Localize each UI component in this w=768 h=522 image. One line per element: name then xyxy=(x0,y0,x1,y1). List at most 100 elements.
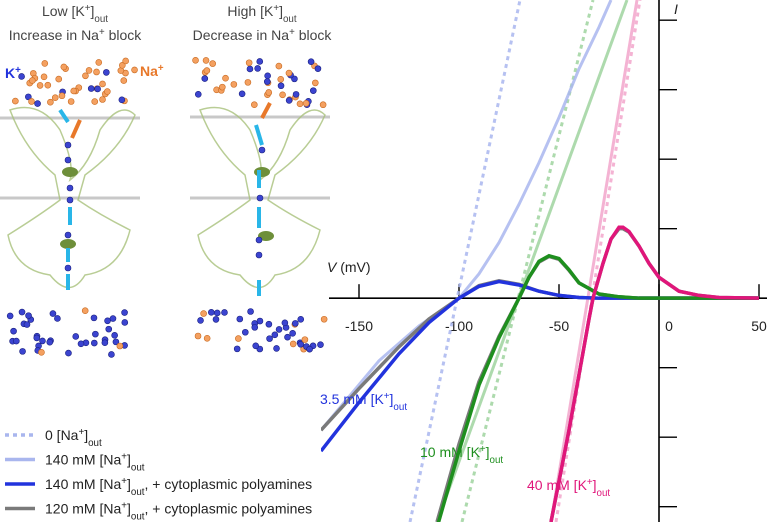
k-ion xyxy=(105,325,113,333)
text-part: Low [K xyxy=(42,3,85,19)
text-part: 120 mM [Na xyxy=(45,501,121,517)
text-part: 3.5 mM [K xyxy=(320,391,384,407)
text-part: V xyxy=(327,259,338,275)
k-ion xyxy=(254,65,261,72)
k-ion xyxy=(54,315,61,322)
na-ion xyxy=(203,335,211,342)
k-ion xyxy=(194,90,202,98)
text-part: ] xyxy=(127,452,131,468)
text-part: out xyxy=(131,511,145,522)
legend-label: 140 mM [Na+]out xyxy=(45,451,145,473)
k-ion xyxy=(66,196,74,204)
na-ion xyxy=(202,57,210,64)
k-ion xyxy=(233,345,241,353)
k-ion xyxy=(108,351,115,358)
k-ion xyxy=(306,345,313,353)
na-ion xyxy=(95,59,103,66)
text-part: + xyxy=(15,65,21,76)
k-ion xyxy=(212,316,220,323)
text-part: out xyxy=(88,438,102,449)
na-ion xyxy=(320,315,328,323)
na-ion xyxy=(99,80,106,88)
channel-protein xyxy=(7,106,136,289)
curve-label: 10 mM [K+]out xyxy=(420,444,503,466)
na-ion xyxy=(285,69,293,77)
k-ion xyxy=(236,315,244,323)
na-ion xyxy=(122,57,129,65)
k-ion xyxy=(18,73,25,80)
x-axis-label: V (mV) xyxy=(327,259,371,275)
k-ion xyxy=(64,141,72,149)
na-ion xyxy=(85,67,93,74)
text-part: out xyxy=(597,488,611,499)
text-part: ] xyxy=(390,391,394,407)
k-ion xyxy=(246,65,254,73)
text-part: ] xyxy=(127,476,131,492)
text-part: , + cytoplasmic polyamines xyxy=(145,476,313,492)
legend-label: 0 [Na+]out xyxy=(45,427,102,449)
k-ion xyxy=(19,348,26,355)
k-ion xyxy=(277,82,285,90)
k-ion xyxy=(255,236,263,244)
k-ion xyxy=(90,339,98,347)
k-ion xyxy=(263,78,271,85)
na-ion xyxy=(99,96,106,103)
na-ion xyxy=(116,342,124,350)
k-ion xyxy=(265,320,273,328)
text-part: + xyxy=(480,444,486,455)
k-ion xyxy=(266,335,273,342)
curve-label: 3.5 mM [K+]out xyxy=(320,391,407,413)
na-ion xyxy=(289,340,297,348)
k-ion xyxy=(94,85,101,93)
k-ion xyxy=(64,156,72,164)
na-ion xyxy=(82,72,89,80)
text-part: + xyxy=(121,451,127,462)
k-ion xyxy=(292,91,300,98)
iv-curve xyxy=(321,0,613,432)
y-axis-label: I xyxy=(674,1,678,17)
k-ion xyxy=(10,327,17,335)
na-ion xyxy=(81,307,89,315)
text-part: 0 [Na xyxy=(45,427,79,443)
binding-site xyxy=(62,167,78,177)
k-ion xyxy=(25,312,32,319)
na-ion xyxy=(219,83,226,91)
k-ion xyxy=(213,309,221,317)
na-ion xyxy=(200,310,207,317)
text-part: High [K xyxy=(227,3,274,19)
na-ion xyxy=(265,89,273,96)
k-ion xyxy=(64,264,72,272)
k-ion xyxy=(256,194,264,202)
na-ion xyxy=(55,75,63,83)
na-ion xyxy=(41,60,49,67)
na-ion xyxy=(131,66,138,74)
k-ion xyxy=(273,345,280,352)
na-ion xyxy=(222,74,229,82)
text-part: ] xyxy=(279,3,283,19)
text-part: + xyxy=(78,427,84,438)
text-part: + xyxy=(121,476,127,487)
legend-label: 140 mM [Na+]out, + cytoplasmic polyamine… xyxy=(45,476,312,498)
k-ion xyxy=(317,341,324,348)
na-ion xyxy=(104,88,111,95)
iv-curve xyxy=(554,0,642,522)
k-ion xyxy=(65,349,72,357)
na-ion xyxy=(296,100,304,108)
k-ion xyxy=(256,317,264,325)
text-part: ] xyxy=(84,427,88,443)
k-ion xyxy=(121,309,128,316)
text-part: out xyxy=(94,14,108,25)
k-ion xyxy=(208,309,215,316)
k-ion xyxy=(271,331,279,339)
text-part: + xyxy=(587,477,593,488)
k-ion xyxy=(221,309,228,316)
na-arrows xyxy=(70,102,272,139)
k-ion xyxy=(87,85,95,92)
text-part: out xyxy=(283,14,297,25)
k-ion xyxy=(255,251,263,259)
text-part: + xyxy=(384,391,390,402)
text-part: + xyxy=(121,500,127,511)
na-ion xyxy=(275,62,283,70)
text-part: + xyxy=(273,3,279,14)
k-ion xyxy=(252,342,260,350)
